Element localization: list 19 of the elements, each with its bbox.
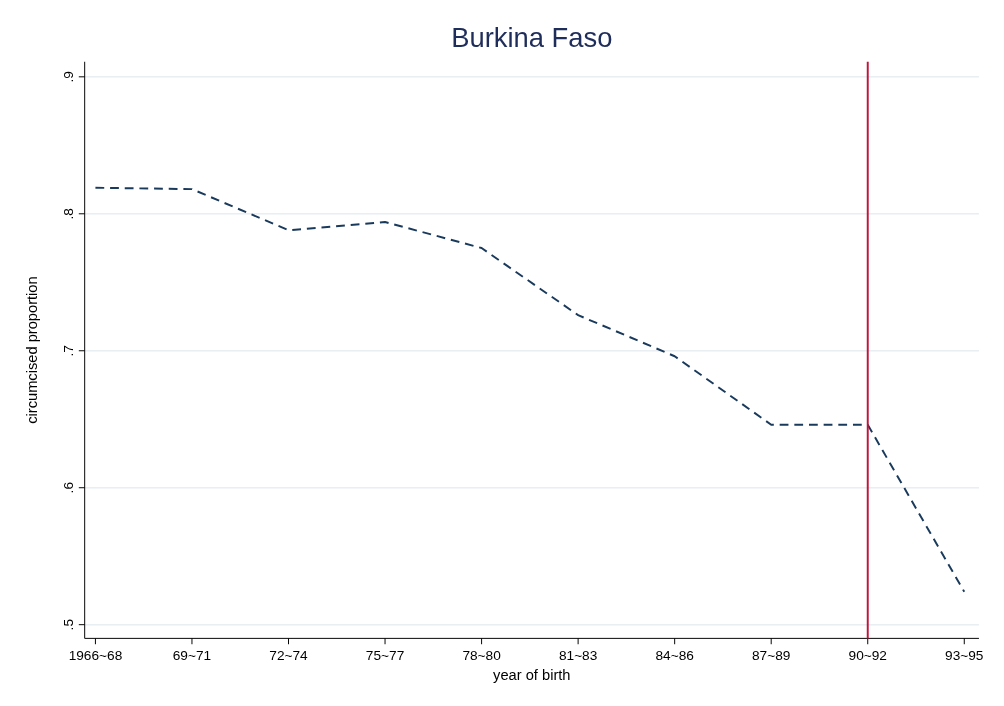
chart-title: Burkina Faso <box>451 22 613 54</box>
x-tick-label: 69~71 <box>172 647 212 663</box>
y-tick-label: .9 <box>60 71 76 83</box>
x-tick-label: 93~95 <box>945 647 984 663</box>
x-tick-label: 78~80 <box>462 647 502 663</box>
y-tick-label: .7 <box>60 345 76 357</box>
y-tick-label: .8 <box>60 207 76 220</box>
x-tick-label: 1966~68 <box>68 647 123 663</box>
x-tick-label: 84~86 <box>655 647 694 663</box>
x-tick-label: 72~74 <box>269 647 309 663</box>
x-tick-label: 87~89 <box>752 647 791 663</box>
x-tick-label: 75~77 <box>365 647 405 663</box>
y-tick-label: .6 <box>60 482 76 494</box>
y-tick-label: .5 <box>60 618 76 631</box>
x-axis-title: year of birth <box>493 667 571 684</box>
x-tick-label: 90~92 <box>848 647 887 663</box>
line-series <box>94 186 966 593</box>
y-axis-title: circumcised proportion <box>23 276 40 424</box>
x-tick-label: 81~83 <box>558 647 598 663</box>
